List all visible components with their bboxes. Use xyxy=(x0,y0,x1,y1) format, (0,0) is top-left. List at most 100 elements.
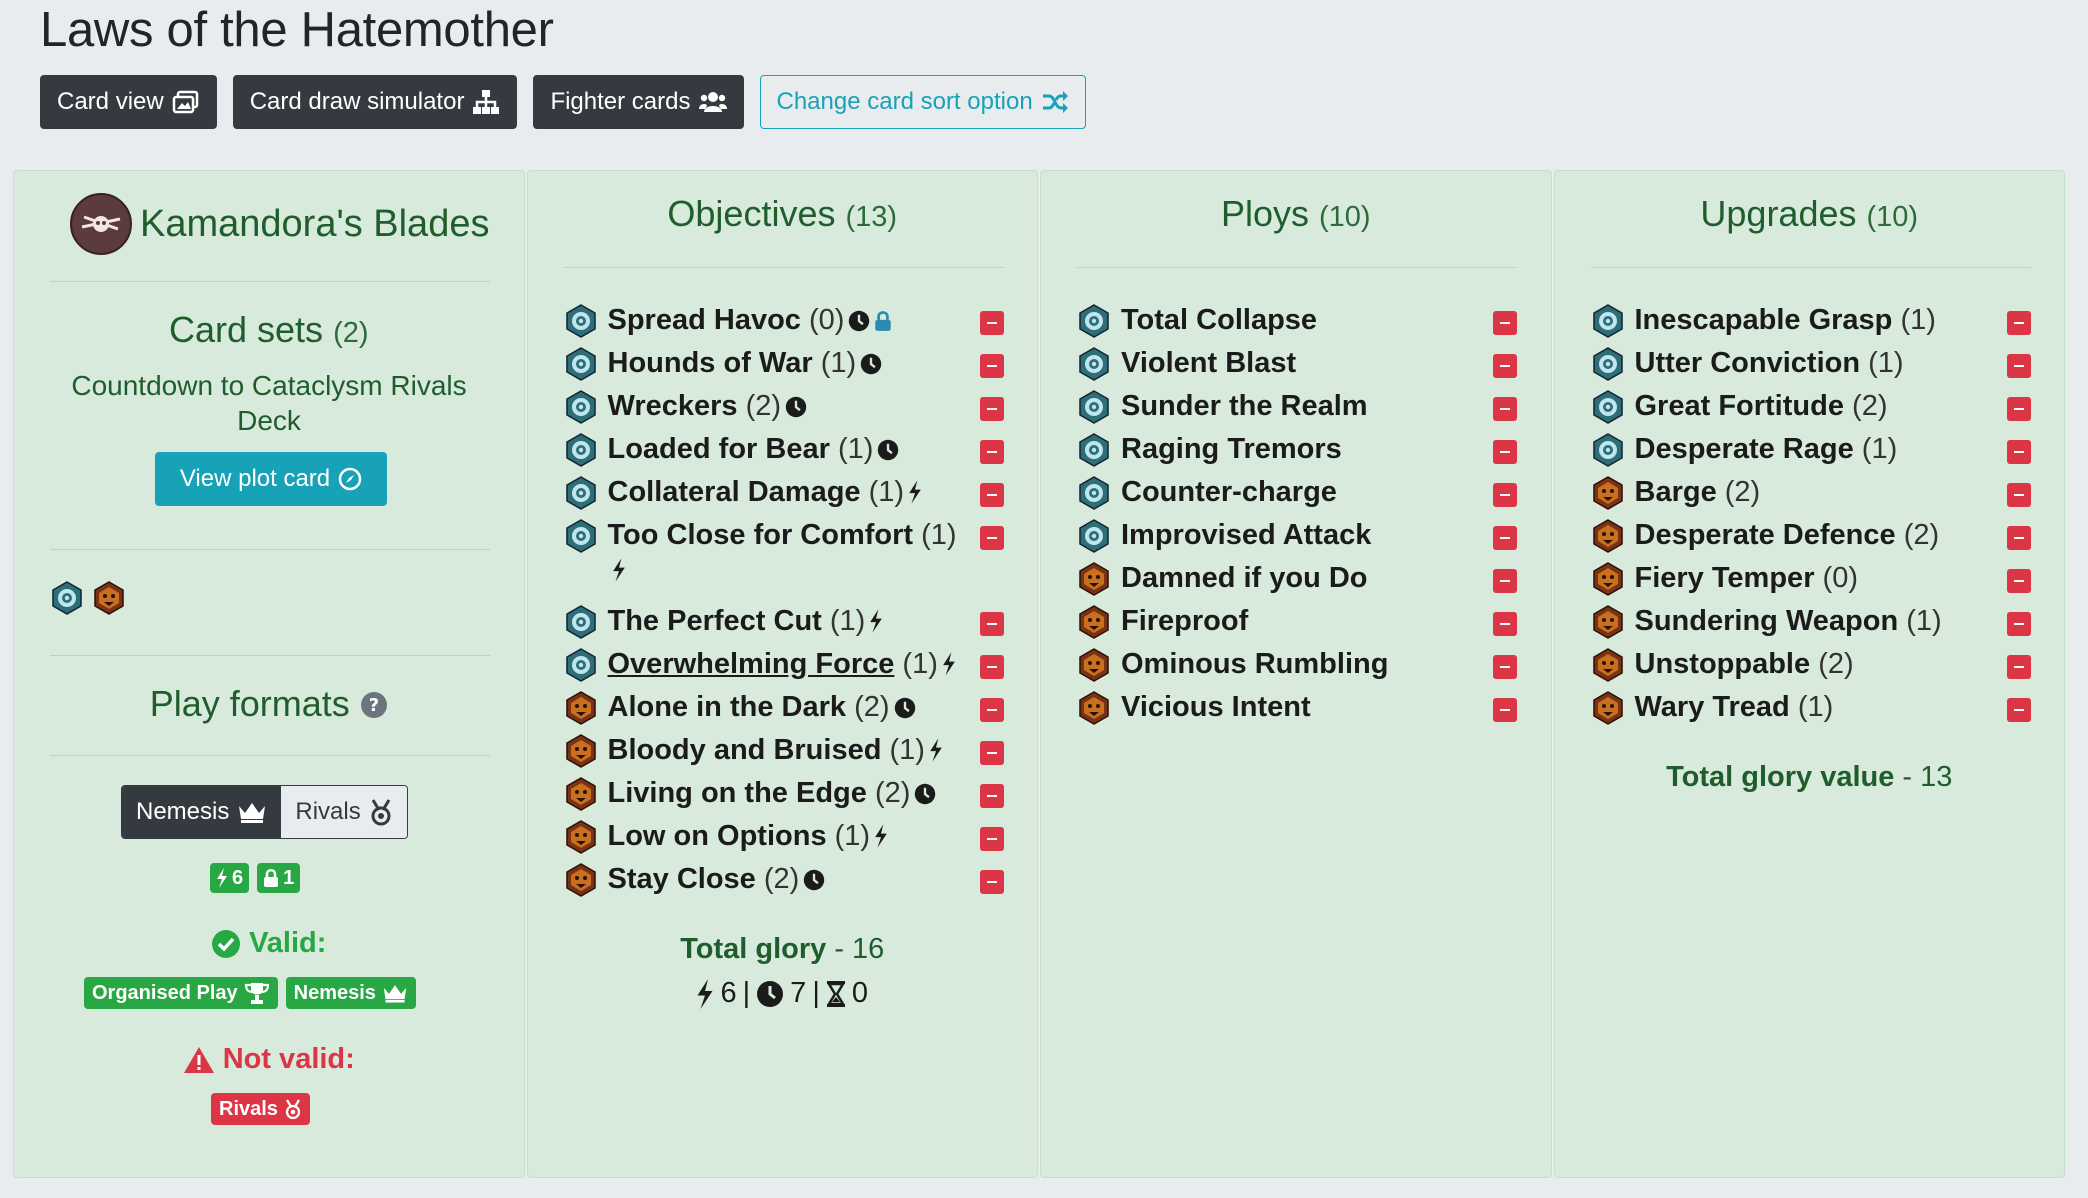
fighter-cards-label: Fighter cards xyxy=(550,88,690,116)
card-name[interactable]: Unstoppable xyxy=(1635,648,1811,680)
card-name[interactable]: Too Close for Comfort xyxy=(608,519,914,551)
remove-card-button[interactable] xyxy=(2007,440,2031,464)
remove-card-button[interactable] xyxy=(1493,655,1517,679)
card-text: Inescapable Grasp (1) xyxy=(1635,303,1991,338)
help-icon[interactable]: ? xyxy=(360,691,388,719)
remove-card-button[interactable] xyxy=(980,655,1004,679)
card-name[interactable]: The Perfect Cut xyxy=(608,605,822,637)
fighter-cards-button[interactable]: Fighter cards xyxy=(533,75,743,129)
card-name[interactable]: Alone in the Dark xyxy=(608,691,847,723)
remove-card-button[interactable] xyxy=(2007,569,2031,593)
card-name[interactable]: Loaded for Bear xyxy=(608,433,830,465)
card-name[interactable]: Stay Close xyxy=(608,863,756,895)
card-name[interactable]: Overwhelming Force xyxy=(608,648,895,680)
bolt-icon xyxy=(696,979,714,1009)
card-name[interactable]: Wary Tread xyxy=(1635,691,1790,723)
faction-set-icon xyxy=(1077,605,1111,639)
remove-card-button[interactable] xyxy=(1493,483,1517,507)
remove-card-button[interactable] xyxy=(2007,354,2031,378)
card-name[interactable]: Utter Conviction xyxy=(1635,347,1861,379)
card-name[interactable]: Low on Options xyxy=(608,820,827,852)
format-rivals-button[interactable]: Rivals xyxy=(281,786,406,838)
remove-card-button[interactable] xyxy=(980,784,1004,808)
remove-card-button[interactable] xyxy=(1493,440,1517,464)
card-name[interactable]: Bloody and Bruised xyxy=(608,734,882,766)
card-name[interactable]: Damned if you Do xyxy=(1121,562,1368,594)
remove-card-button[interactable] xyxy=(980,483,1004,507)
format-nemesis-button[interactable]: Nemesis xyxy=(122,786,281,838)
change-sort-button[interactable]: Change card sort option xyxy=(760,75,1086,129)
shuffle-icon xyxy=(1041,88,1069,116)
card-name[interactable]: Desperate Defence xyxy=(1635,519,1896,551)
card-draw-simulator-button[interactable]: Card draw simulator xyxy=(233,75,518,129)
faction-name[interactable]: Kamandora's Blades xyxy=(140,203,489,246)
faction-set-icon xyxy=(564,863,598,897)
remove-card-button[interactable] xyxy=(2007,655,2031,679)
remove-card-button[interactable] xyxy=(980,612,1004,636)
card-name[interactable]: Living on the Edge xyxy=(608,777,867,809)
card-name[interactable]: Violent Blast xyxy=(1121,347,1296,379)
remove-card-button[interactable] xyxy=(980,741,1004,765)
card-name[interactable]: Raging Tremors xyxy=(1121,433,1342,465)
card-name[interactable]: Total Collapse xyxy=(1121,304,1317,336)
remove-card-button[interactable] xyxy=(1493,354,1517,378)
remove-card-button[interactable] xyxy=(980,827,1004,851)
clock-icon xyxy=(756,980,784,1008)
card-glory: (1) xyxy=(830,605,865,637)
bolt-icon xyxy=(942,650,956,685)
divider xyxy=(1077,267,1517,268)
card-glory: (2) xyxy=(875,777,910,809)
remove-card-button[interactable] xyxy=(1493,397,1517,421)
view-plot-card-button[interactable]: View plot card xyxy=(155,452,387,506)
card-name[interactable]: Desperate Rage xyxy=(1635,433,1854,465)
faction-set-icon xyxy=(564,734,598,768)
card-name[interactable]: Hounds of War xyxy=(608,347,813,379)
card-name[interactable]: Inescapable Grasp xyxy=(1635,304,1893,336)
faction-set-icon xyxy=(1591,562,1625,596)
remove-card-button[interactable] xyxy=(1493,612,1517,636)
card-row: Spread Havoc (0) xyxy=(564,299,1004,342)
card-text: Living on the Edge (2) xyxy=(608,776,964,814)
upgrades-title: Upgrades (10) xyxy=(1555,193,2065,235)
remove-card-button[interactable] xyxy=(980,440,1004,464)
card-name[interactable]: Collateral Damage xyxy=(608,476,861,508)
card-name[interactable]: Fiery Temper xyxy=(1635,562,1815,594)
remove-card-button[interactable] xyxy=(2007,483,2031,507)
card-text: Raging Tremors xyxy=(1121,432,1477,467)
remove-card-button[interactable] xyxy=(2007,397,2031,421)
remove-card-button[interactable] xyxy=(1493,311,1517,335)
card-name[interactable]: Fireproof xyxy=(1121,605,1248,637)
valid-heading: Valid: xyxy=(14,927,524,960)
remove-card-button[interactable] xyxy=(980,698,1004,722)
remove-card-button[interactable] xyxy=(2007,311,2031,335)
card-name[interactable]: Wreckers xyxy=(608,390,738,422)
remove-card-button[interactable] xyxy=(1493,569,1517,593)
remove-card-button[interactable] xyxy=(2007,612,2031,636)
remove-card-button[interactable] xyxy=(980,397,1004,421)
card-text: Sundering Weapon (1) xyxy=(1635,604,1991,639)
card-row: Improvised Attack xyxy=(1077,514,1517,557)
remove-card-button[interactable] xyxy=(980,311,1004,335)
remove-card-button[interactable] xyxy=(2007,698,2031,722)
card-name[interactable]: Spread Havoc xyxy=(608,304,801,336)
card-view-button[interactable]: Card view xyxy=(40,75,217,129)
card-glory: (1) xyxy=(835,820,870,852)
card-name[interactable]: Counter-charge xyxy=(1121,476,1337,508)
card-name[interactable]: Ominous Rumbling xyxy=(1121,648,1388,680)
card-text: Fiery Temper (0) xyxy=(1635,561,1991,596)
card-name[interactable]: Vicious Intent xyxy=(1121,691,1311,723)
card-name[interactable]: Sundering Weapon xyxy=(1635,605,1899,637)
remove-card-button[interactable] xyxy=(980,870,1004,894)
card-name[interactable]: Barge xyxy=(1635,476,1717,508)
objectives-title: Objectives (13) xyxy=(528,193,1038,235)
remove-card-button[interactable] xyxy=(2007,526,2031,550)
remove-card-button[interactable] xyxy=(980,526,1004,550)
remove-card-button[interactable] xyxy=(980,354,1004,378)
card-row: Vicious Intent xyxy=(1077,686,1517,729)
card-name[interactable]: Great Fortitude xyxy=(1635,390,1844,422)
card-name[interactable]: Sunder the Realm xyxy=(1121,390,1368,422)
card-row: Sunder the Realm xyxy=(1077,385,1517,428)
remove-card-button[interactable] xyxy=(1493,526,1517,550)
remove-card-button[interactable] xyxy=(1493,698,1517,722)
card-name[interactable]: Improvised Attack xyxy=(1121,519,1371,551)
